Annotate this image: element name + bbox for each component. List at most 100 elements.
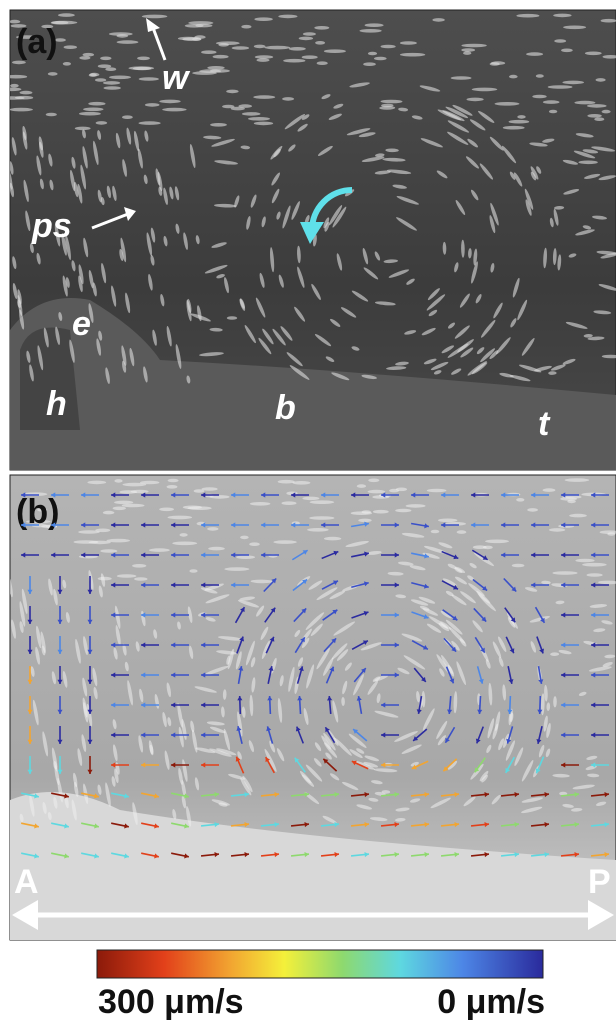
streak xyxy=(381,45,396,49)
streak xyxy=(117,574,137,578)
streak xyxy=(105,67,116,71)
figure: (a) w ps e h b t (b) A P 300 μm/s 0 μm/s xyxy=(0,0,616,1022)
annotation: h xyxy=(46,385,67,423)
streak xyxy=(363,62,376,66)
streak xyxy=(210,69,230,73)
streak xyxy=(283,59,305,63)
streak xyxy=(253,95,275,99)
streak xyxy=(368,52,377,56)
streak xyxy=(575,559,594,563)
streak xyxy=(122,115,133,119)
streak xyxy=(103,81,120,85)
streak xyxy=(516,14,539,18)
streak xyxy=(310,500,335,504)
streak xyxy=(594,117,604,121)
streak xyxy=(587,573,603,577)
streak xyxy=(98,64,111,68)
streak xyxy=(527,508,538,512)
streak xyxy=(226,90,238,94)
streak xyxy=(210,123,227,127)
streak xyxy=(207,66,224,70)
streak xyxy=(202,487,218,491)
streak xyxy=(503,126,525,130)
streak xyxy=(134,577,147,581)
streak xyxy=(395,509,411,513)
streak xyxy=(192,37,201,41)
streak xyxy=(536,74,544,78)
streak xyxy=(4,75,27,79)
streak xyxy=(562,81,584,85)
streak xyxy=(207,527,218,531)
streak xyxy=(461,44,486,48)
streak xyxy=(162,108,186,112)
streak xyxy=(585,52,602,56)
annotation: t xyxy=(538,405,551,443)
streak xyxy=(149,548,170,552)
streak xyxy=(309,516,334,520)
colorbar xyxy=(97,950,543,978)
streak xyxy=(473,545,487,549)
streak xyxy=(122,504,145,508)
streak xyxy=(373,510,389,514)
streak xyxy=(172,542,197,546)
streak xyxy=(602,110,611,114)
streak xyxy=(549,528,565,532)
streak xyxy=(100,57,111,61)
streak xyxy=(278,15,297,19)
streak xyxy=(95,78,106,82)
streak xyxy=(315,41,325,45)
streak xyxy=(232,46,249,50)
streak xyxy=(299,37,313,41)
streak xyxy=(89,73,99,77)
streak xyxy=(292,481,310,485)
streak xyxy=(532,95,546,99)
streak xyxy=(96,121,108,125)
streak xyxy=(75,127,91,131)
panel-label: (a) xyxy=(16,23,58,61)
streak xyxy=(400,53,425,57)
streak xyxy=(461,48,475,52)
streak xyxy=(109,76,131,80)
streak xyxy=(9,108,33,112)
streak xyxy=(254,45,266,49)
streak xyxy=(517,115,525,119)
streak xyxy=(543,488,556,492)
streak xyxy=(117,34,129,38)
streak xyxy=(189,569,197,573)
streak xyxy=(114,479,122,483)
streak xyxy=(180,533,188,537)
streak xyxy=(485,540,509,544)
streak xyxy=(569,514,587,518)
streak xyxy=(565,478,590,482)
streak xyxy=(463,51,471,55)
streak xyxy=(438,519,457,523)
streak xyxy=(587,104,607,108)
streak xyxy=(231,107,245,111)
streak xyxy=(587,114,601,118)
streak xyxy=(324,49,346,53)
streak xyxy=(249,542,260,546)
streak xyxy=(74,540,99,544)
streak xyxy=(119,490,137,494)
streak xyxy=(427,489,447,493)
streak xyxy=(139,121,161,125)
streak xyxy=(2,88,21,92)
streak xyxy=(145,103,160,107)
streak xyxy=(374,57,387,61)
streak xyxy=(543,100,560,104)
streak xyxy=(406,504,426,508)
streak xyxy=(509,120,530,124)
streak xyxy=(104,86,121,90)
streak xyxy=(100,549,117,553)
streak xyxy=(302,497,319,501)
streak xyxy=(79,56,90,60)
streak xyxy=(273,540,296,544)
streak xyxy=(607,532,615,536)
streak xyxy=(132,564,146,568)
streak xyxy=(552,571,577,575)
end-label: P xyxy=(588,863,611,901)
streak xyxy=(324,537,341,541)
streak xyxy=(63,62,71,66)
streak xyxy=(139,77,159,81)
streak xyxy=(278,480,295,484)
